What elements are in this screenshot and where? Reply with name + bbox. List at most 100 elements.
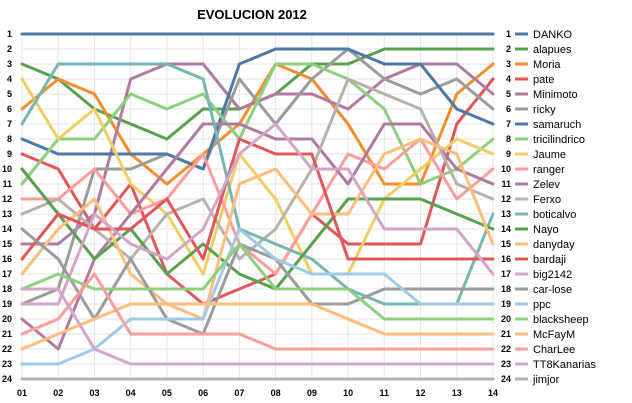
x-tick-label: 04 [126, 388, 136, 398]
legend-label: blacksheep [533, 314, 589, 326]
y-tick-label: 19 [2, 299, 12, 309]
legend-label: ppc [533, 299, 551, 311]
x-tick-label: 06 [198, 388, 208, 398]
x-tick-label: 11 [380, 388, 390, 398]
series-lines [20, 32, 495, 381]
legend-label: Jaume [533, 149, 566, 161]
y-tick-label: 5 [7, 89, 12, 99]
legend-label: jimjor [532, 374, 560, 386]
y-tick-label: 14 [2, 224, 12, 234]
y-tick-label: 17 [2, 269, 12, 279]
y-tick-label-right: 7 [506, 119, 511, 129]
y-tick-label: 15 [2, 239, 12, 249]
legend-label: Ferxo [533, 194, 561, 206]
y-tick-label-right: 5 [506, 89, 511, 99]
legend-label: Moria [533, 59, 561, 71]
y-tick-label: 4 [7, 74, 12, 84]
legend-label: DANKO [533, 29, 573, 41]
series-line-Nayo [20, 167, 495, 291]
y-tick-label: 8 [7, 134, 12, 144]
y-tick-label: 2 [7, 44, 12, 54]
series-line-car-lose [20, 227, 495, 336]
y-tick-label-right: 20 [501, 314, 511, 324]
legend-label: McFayM [533, 329, 575, 341]
y-tick-label: 1 [7, 29, 12, 39]
series-line-ranger [20, 137, 495, 276]
legend-label: ranger [533, 164, 565, 176]
x-tick-label: 10 [343, 388, 353, 398]
y-tick-label: 6 [7, 104, 12, 114]
y-tick-label: 13 [2, 209, 12, 219]
y-tick-label-right: 18 [501, 284, 511, 294]
series-line-Zelev [20, 122, 495, 351]
y-tick-label-right: 3 [506, 59, 511, 69]
y-tick-label: 12 [2, 194, 12, 204]
legend-label: pate [533, 74, 554, 86]
y-tick-label-right: 8 [506, 134, 511, 144]
x-tick-label: 02 [53, 388, 63, 398]
legend-label: alapues [533, 44, 572, 56]
x-tick-label: 01 [17, 388, 27, 398]
x-tick-label: 03 [89, 388, 99, 398]
series-line-danyday [20, 137, 495, 321]
x-tick-label: 07 [234, 388, 244, 398]
legend-label: Minimoto [533, 89, 578, 101]
legend-label: bardaji [533, 254, 566, 266]
legend-label: Zelev [533, 179, 560, 191]
legend-label: samaruch [533, 119, 581, 131]
series-line-samaruch [20, 47, 495, 171]
legend-label: ricky [533, 104, 556, 116]
y-tick-label-right: 13 [501, 209, 511, 219]
x-tick-label: 13 [452, 388, 462, 398]
y-tick-label: 10 [2, 164, 12, 174]
series-line-tricilindrico [20, 62, 495, 186]
y-tick-label-right: 10 [501, 164, 511, 174]
y-tick-label-right: 14 [501, 224, 511, 234]
legend-label: CharLee [533, 344, 575, 356]
x-tick-label: 05 [162, 388, 172, 398]
y-tick-label-right: 1 [506, 29, 511, 39]
y-tick-label-right: 23 [501, 359, 511, 369]
x-tick-label: 14 [488, 388, 498, 398]
y-tick-label-right: 21 [501, 329, 511, 339]
x-tick-label: 09 [307, 388, 317, 398]
series-line-ppc [20, 227, 495, 366]
y-tick-label: 3 [7, 59, 12, 69]
series-line-big2142 [20, 122, 495, 306]
series-line-Moria [20, 62, 495, 186]
legend: DANKO alapues Moria pate Minimoto ricky samaru… [515, 29, 596, 386]
y-tick-label-right: 19 [501, 299, 511, 309]
legend-label: TT8Kanarias [533, 359, 596, 371]
y-tick-label: 16 [2, 254, 12, 264]
grid [21, 33, 494, 380]
y-tick-label-right: 22 [501, 344, 511, 354]
x-axis: 01 02 03 04 05 06 07 08 09 10 11 12 13 14 [17, 388, 498, 398]
chart-title: EVOLUCION 2012 [197, 7, 307, 22]
y-tick-label: 20 [2, 314, 12, 324]
y-tick-label: 18 [2, 284, 12, 294]
x-tick-label: 08 [271, 388, 281, 398]
y-tick-label: 11 [2, 179, 12, 189]
y-tick-label-right: 4 [506, 74, 511, 84]
series-line-TT8Kanarias [20, 287, 495, 366]
y-tick-label-right: 11 [501, 179, 511, 189]
legend-label: big2142 [533, 269, 572, 281]
y-tick-label-right: 6 [506, 104, 511, 114]
series-line-McFayM [20, 302, 495, 351]
y-tick-label-right: 16 [501, 254, 511, 264]
legend-label: Nayo [533, 224, 559, 236]
series-line-boticalvo [20, 62, 495, 306]
y-tick-label-right: 9 [506, 149, 511, 159]
x-tick-label: 12 [416, 388, 426, 398]
y-tick-label: 7 [7, 119, 12, 129]
series-line-CharLee [20, 272, 495, 351]
y-tick-label-right: 24 [501, 374, 511, 384]
y-tick-label-right: 15 [501, 239, 511, 249]
series-line-bardaji [20, 137, 495, 261]
legend-label: danyday [533, 239, 575, 251]
legend-label: tricilindrico [533, 134, 585, 146]
legend-label: boticalvo [533, 209, 576, 221]
